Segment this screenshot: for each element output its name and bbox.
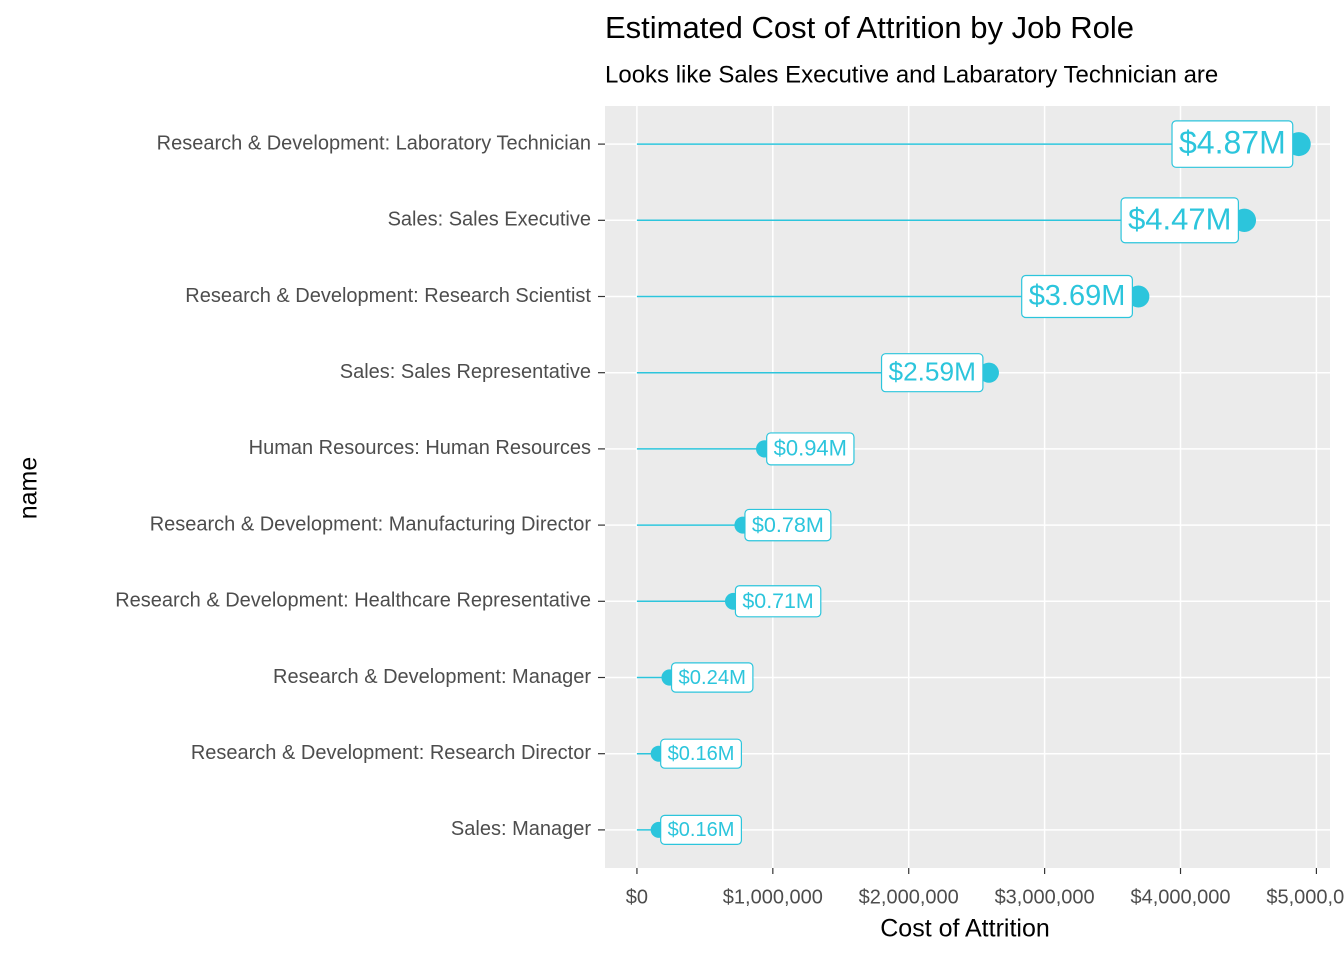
x-tick-label: $0: [626, 886, 648, 908]
value-label: $3.69M: [1029, 280, 1126, 312]
value-label-box: [660, 814, 742, 846]
y-tick-label: Research & Development: Laboratory Techn…: [157, 132, 591, 154]
y-tick-label: Human Resources: Human Resources: [249, 437, 591, 459]
y-tick-label: Sales: Manager: [451, 818, 591, 840]
value-label: $0.24M: [679, 667, 746, 689]
chart-subtitle: Looks like Sales Executive and Labarator…: [605, 61, 1218, 88]
x-tick-label: $3,000,000: [995, 886, 1095, 908]
value-label-box: [660, 738, 742, 769]
x-tick-label: $2,000,000: [859, 886, 959, 908]
y-axis-title: name: [15, 457, 43, 520]
value-label: $4.87M: [1179, 125, 1286, 161]
x-tick-label: $1,000,000: [723, 886, 823, 908]
y-tick-label: Sales: Sales Executive: [388, 209, 591, 231]
value-label-box: [1021, 274, 1133, 319]
x-tick-label: $5,000,000: [1266, 886, 1344, 908]
value-label: $0.78M: [752, 512, 824, 537]
value-label-box: [670, 662, 754, 693]
x-axis-title: Cost of Attrition: [880, 915, 1050, 943]
y-tick-label: Research & Development: Manager: [273, 666, 591, 688]
y-tick-label: Research & Development: Manufacturing Di…: [150, 513, 592, 535]
y-tick-label: Sales: Sales Representative: [340, 361, 591, 383]
y-tick-label: Research & Development: Research Scienti…: [185, 285, 591, 307]
value-label: $0.16M: [668, 743, 735, 765]
value-label-box: [1171, 120, 1294, 168]
value-label: $0.16M: [668, 819, 735, 841]
y-tick-label: Research & Development: Research Directo…: [191, 742, 592, 764]
y-tick-label: Research & Development: Healthcare Repre…: [115, 590, 591, 612]
x-tick-label: $4,000,000: [1130, 886, 1230, 908]
value-label: $2.59M: [889, 357, 976, 387]
value-label-box: [880, 353, 984, 393]
value-label: $0.94M: [774, 436, 847, 461]
value-label-box: [1120, 197, 1239, 244]
value-label: $0.71M: [742, 589, 813, 613]
value-label: $4.47M: [1128, 201, 1231, 236]
chart-title: Estimated Cost of Attrition by Job Role: [605, 10, 1134, 45]
lollipop-point: [978, 362, 999, 383]
value-label-box: [766, 432, 855, 466]
value-label-box: [734, 585, 822, 618]
value-label-box: [744, 508, 832, 542]
